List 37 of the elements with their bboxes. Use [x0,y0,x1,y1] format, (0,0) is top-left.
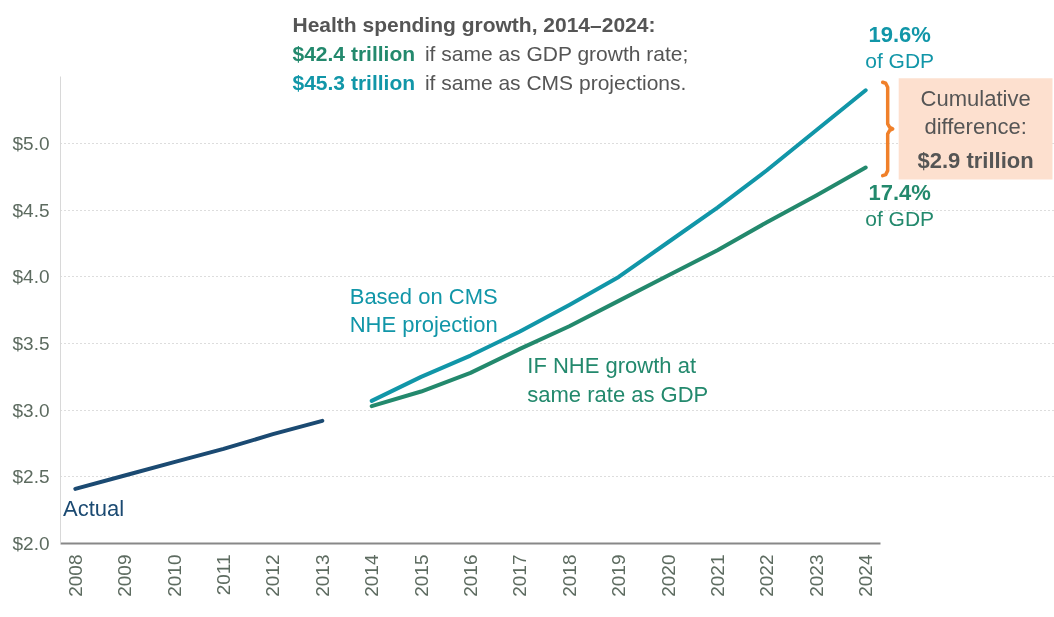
x-tick-label: 2024 [855,554,877,597]
series-label: IF NHE growth at same rate as GDP [527,352,709,407]
x-tick-label: 2021 [706,554,728,597]
x-tick-label: 2018 [558,554,580,597]
y-tick-label: $4.5 [12,199,50,221]
x-tick-label: 2012 [262,554,284,597]
text: $2.9 trillion [917,148,1034,174]
x-tick-label: 2023 [805,554,827,597]
y-tick-label: $4.0 [12,266,50,288]
annotation: 17.4% of GDP [865,179,935,230]
x-tick-label: 2016 [460,554,481,597]
line-series [73,418,325,491]
x-tick-label: 2008 [64,554,86,597]
annotation: if same as CMS projections. [424,70,687,94]
x-tick-label: 2010 [163,554,185,597]
y-tick-label: $2.5 [12,466,50,488]
y-tick-label: $5.0 [12,133,50,155]
x-tick-label: 2011 [213,554,235,596]
series-label: Actual [62,495,125,521]
text: $42.4 trillion [292,41,416,65]
annotation: 19.6% of GDP [865,22,935,73]
x-tick-label: 2015 [410,554,432,597]
x-tick-label: 2009 [114,554,136,597]
text: Health spending growth, 2014–2024: [292,12,656,36]
x-tick-label: 2013 [311,554,333,597]
series-label: Based on CMS NHE projection [349,283,498,338]
y-tick-label: $2.0 [12,533,50,554]
y-tick-label: $3.0 [12,399,50,421]
text: Cumulative difference: [920,86,1031,139]
y-tick-label: $3.5 [12,333,50,355]
annotation: $45.3 trillion [292,70,416,94]
text: if same as GDP growth rate; [424,41,689,65]
x-tick-label: 2019 [608,554,630,597]
x-tick-label: 2022 [756,554,778,597]
x-tick-label: 2020 [657,554,679,597]
x-tick-label: 2014 [361,554,383,597]
x-tick-label: 2017 [509,554,531,597]
